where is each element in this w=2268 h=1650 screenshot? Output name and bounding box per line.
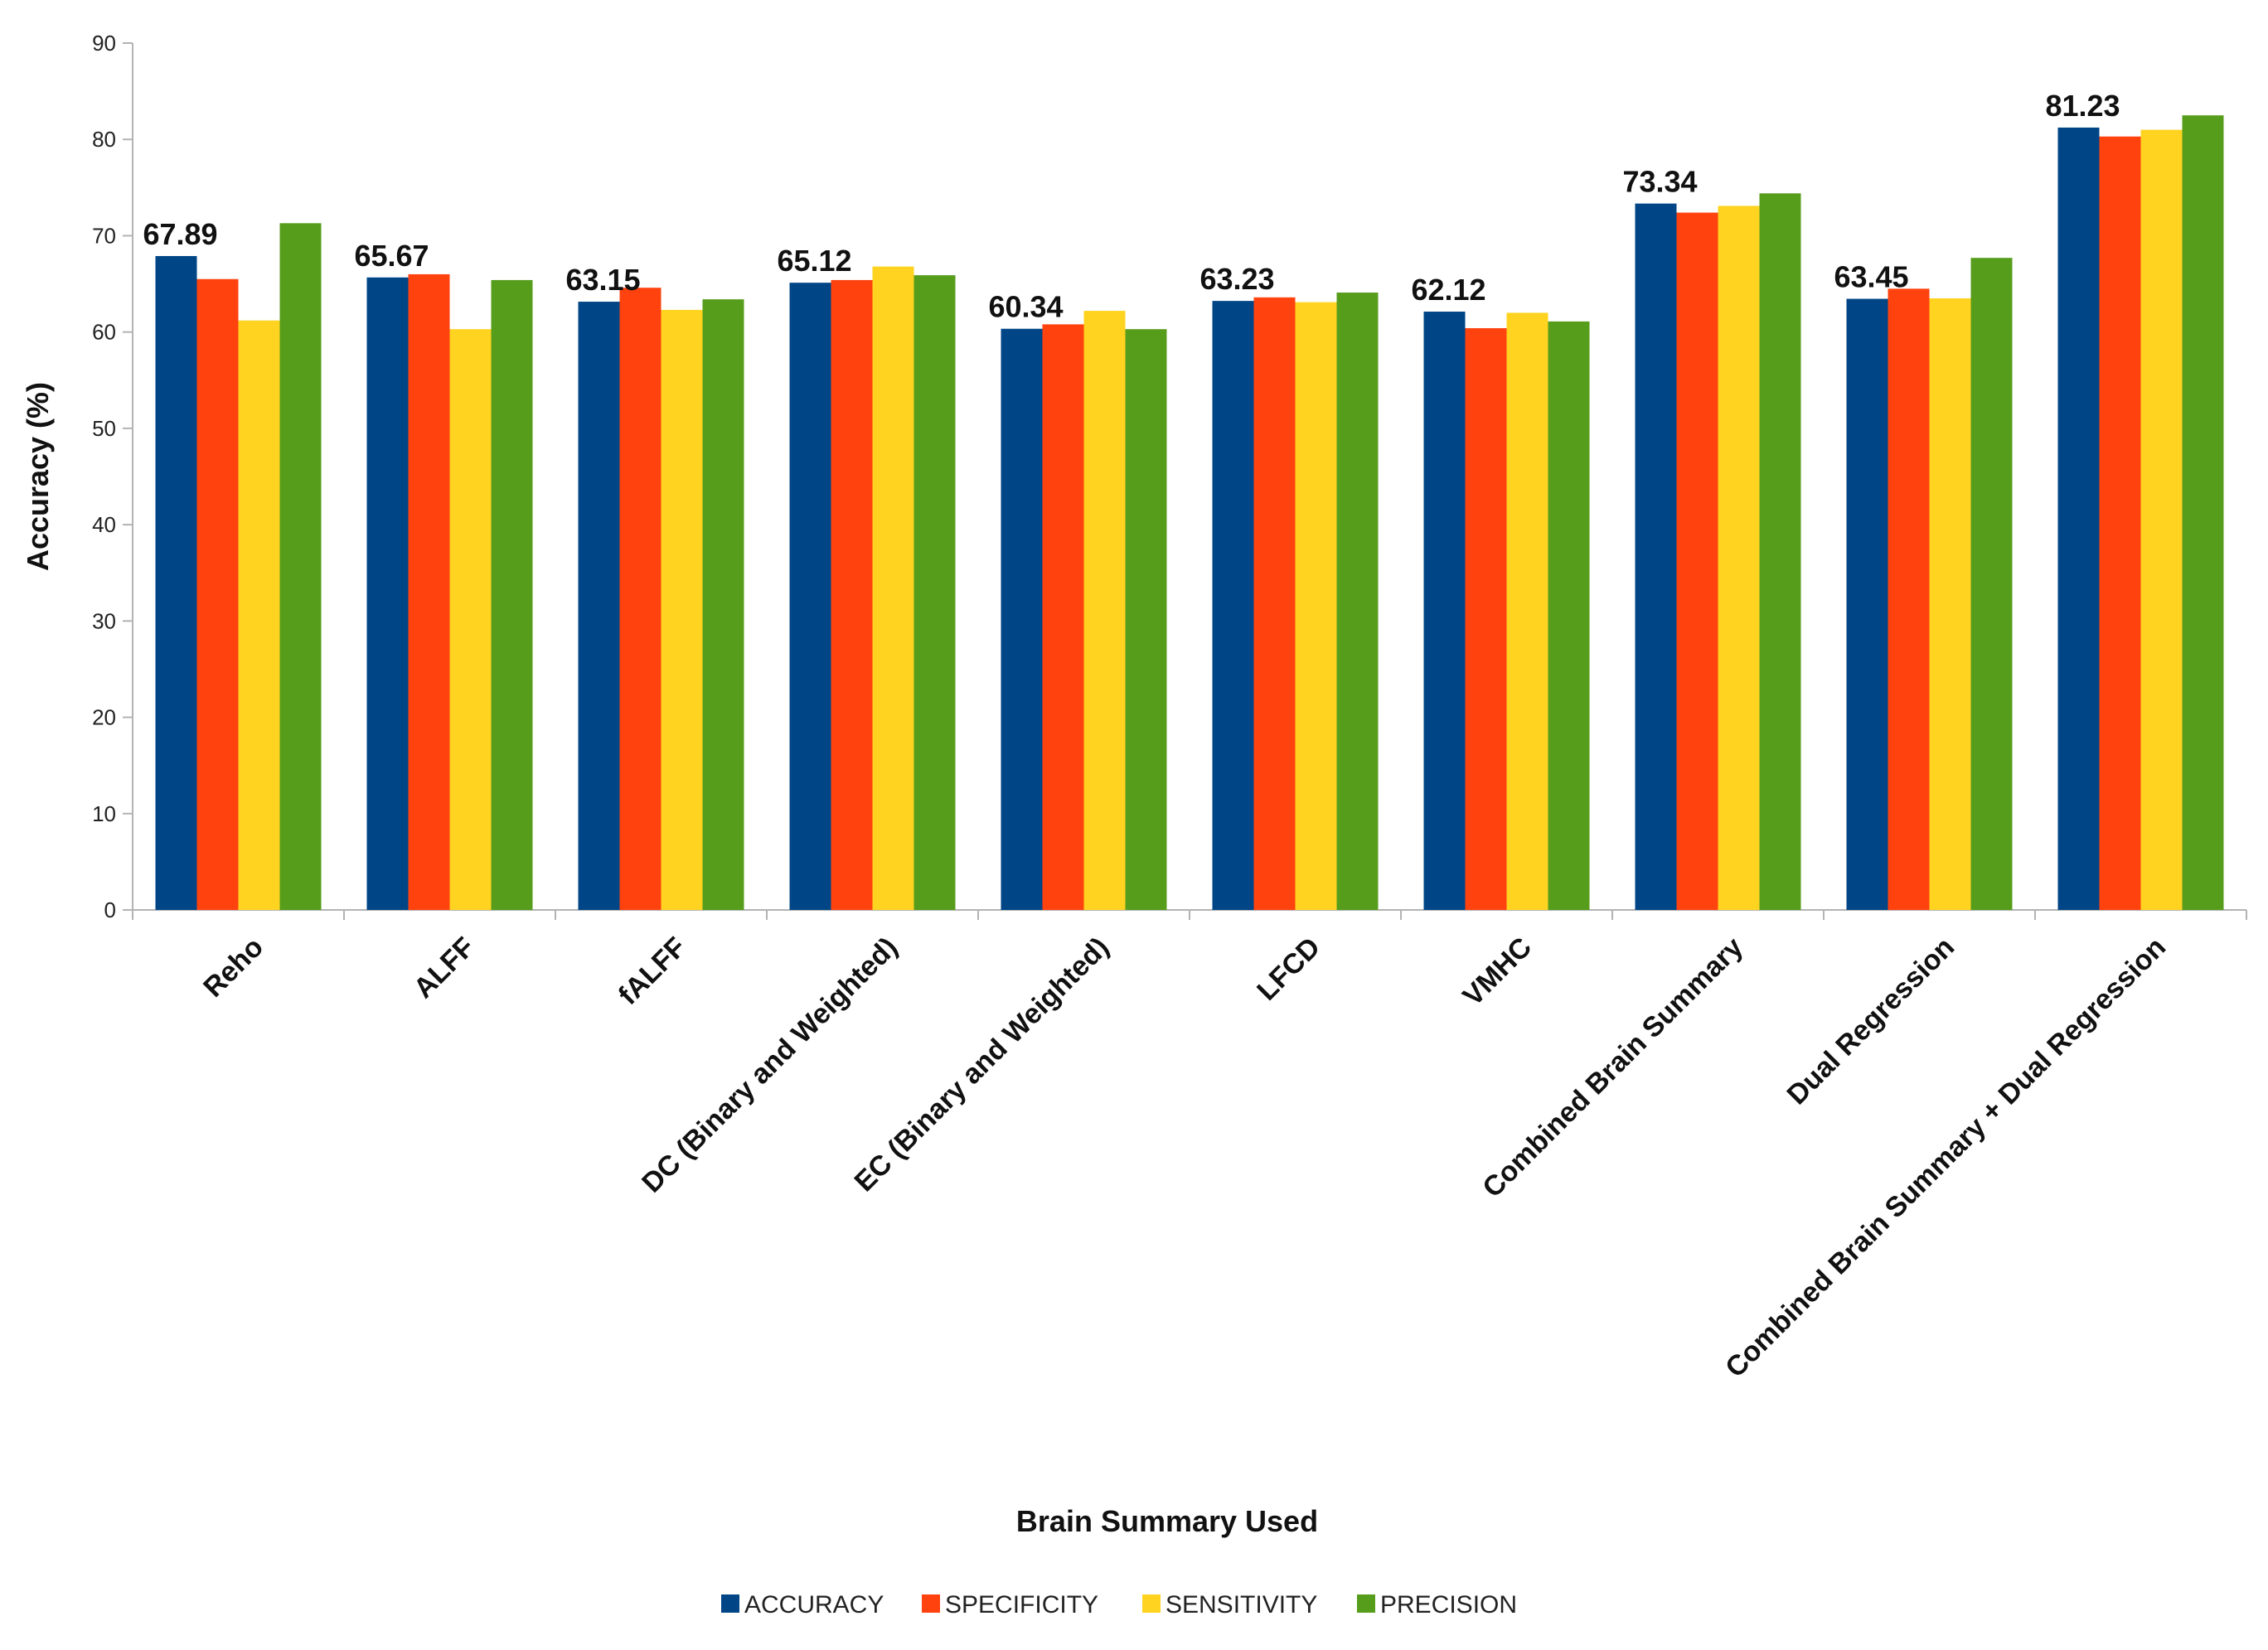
y-tick-label: 70 xyxy=(92,223,116,248)
bar-precision xyxy=(1548,321,1590,911)
bar-specificity xyxy=(2099,136,2141,911)
data-label: 60.34 xyxy=(988,290,1063,324)
y-axis: 0 10 20 30 40 50 60 70 80 90 xyxy=(92,31,133,922)
y-tick-label: 60 xyxy=(92,320,116,345)
bar-sensitivity xyxy=(872,266,914,910)
bar-accuracy xyxy=(1212,301,1254,910)
bar-precision xyxy=(1970,258,2013,911)
bar-precision xyxy=(1125,329,1167,910)
bar-sensitivity xyxy=(1929,298,1971,910)
legend-label: SENSITIVITY xyxy=(1166,1591,1317,1619)
bar-series-group xyxy=(155,115,2224,911)
data-labels: 67.89 65.67 63.15 65.12 60.34 63.23 62.12 73.34… xyxy=(143,89,2120,324)
bar-precision xyxy=(1759,193,1801,911)
bar-accuracy xyxy=(578,302,620,911)
bar-sensitivity xyxy=(1506,312,1548,910)
data-label: 63.45 xyxy=(1834,260,1908,294)
bar-sensitivity xyxy=(1295,302,1337,910)
bar-sensitivity xyxy=(1083,311,1126,910)
legend-swatch-precision xyxy=(1357,1594,1375,1613)
x-category-label: ALFF xyxy=(408,931,481,1004)
bar-sensitivity xyxy=(661,309,703,910)
bar-precision xyxy=(279,223,322,910)
bar-accuracy xyxy=(1635,203,1677,910)
bar-specificity xyxy=(619,288,662,910)
legend-swatch-accuracy xyxy=(721,1594,739,1613)
legend-swatch-specificity xyxy=(922,1594,940,1613)
bar-specificity xyxy=(1042,324,1084,910)
y-tick-label: 30 xyxy=(92,608,116,633)
bar-accuracy xyxy=(155,255,197,910)
x-category-label: DC (Binary and Weighted) xyxy=(636,931,904,1199)
bar-specificity xyxy=(1676,212,1718,910)
data-label: 67.89 xyxy=(143,217,217,251)
legend-label: ACCURACY xyxy=(744,1591,884,1619)
y-tick-label: 90 xyxy=(92,31,116,56)
bar-specificity xyxy=(1253,297,1296,910)
bar-accuracy xyxy=(789,283,831,910)
y-tick-label: 40 xyxy=(92,512,116,537)
bar-specificity xyxy=(196,278,239,910)
y-tick-label: 80 xyxy=(92,127,116,152)
data-label: 65.12 xyxy=(777,244,851,278)
bar-sensitivity xyxy=(2140,129,2183,911)
legend: ACCURACY SPECIFICITY SENSITIVITY PRECISION xyxy=(721,1591,1517,1619)
x-category-label: Combined Brain Summary + Dual Regression xyxy=(1719,931,2172,1384)
y-tick-label: 20 xyxy=(92,705,116,730)
data-label: 62.12 xyxy=(1411,273,1485,307)
bar-accuracy xyxy=(2057,127,2100,911)
bar-precision xyxy=(702,299,744,910)
bar-specificity xyxy=(831,279,873,910)
x-category-label: EC (Binary and Weighted) xyxy=(848,931,1115,1198)
x-axis-title: Brain Summary Used xyxy=(1016,1504,1318,1538)
bar-sensitivity xyxy=(238,320,280,911)
bar-precision xyxy=(491,279,533,910)
x-category-label: Dual Regression xyxy=(1781,931,1961,1111)
legend-label: SPECIFICITY xyxy=(945,1591,1098,1619)
bar-precision xyxy=(1336,293,1379,910)
y-tick-label: 50 xyxy=(92,416,116,441)
data-label: 73.34 xyxy=(1622,165,1697,199)
bar-specificity xyxy=(1465,328,1507,910)
bar-precision xyxy=(2182,115,2224,910)
bar-accuracy xyxy=(1001,328,1043,911)
bar-accuracy xyxy=(1423,312,1466,910)
x-category-label: fALFF xyxy=(613,931,692,1011)
x-category-label: Reho xyxy=(197,931,269,1004)
y-tick-label: 0 xyxy=(104,898,116,922)
y-axis-title: Accuracy (%) xyxy=(21,382,55,571)
bar-sensitivity xyxy=(1718,206,1760,911)
bar-precision xyxy=(914,275,956,910)
legend-label: PRECISION xyxy=(1380,1591,1517,1619)
x-category-label: VMHC xyxy=(1456,931,1538,1013)
x-category-label: LFCD xyxy=(1251,931,1326,1007)
data-label: 81.23 xyxy=(2045,89,2120,123)
data-label: 63.23 xyxy=(1199,262,1274,296)
bar-specificity xyxy=(1888,288,1930,910)
legend-swatch-sensitivity xyxy=(1142,1594,1161,1613)
data-label: 65.67 xyxy=(354,239,429,273)
bar-accuracy xyxy=(1846,298,1888,910)
y-tick-label: 10 xyxy=(92,801,116,826)
bar-specificity xyxy=(408,273,450,910)
bar-accuracy xyxy=(366,277,409,910)
data-label: 63.15 xyxy=(565,263,640,297)
bar-sensitivity xyxy=(449,329,492,910)
